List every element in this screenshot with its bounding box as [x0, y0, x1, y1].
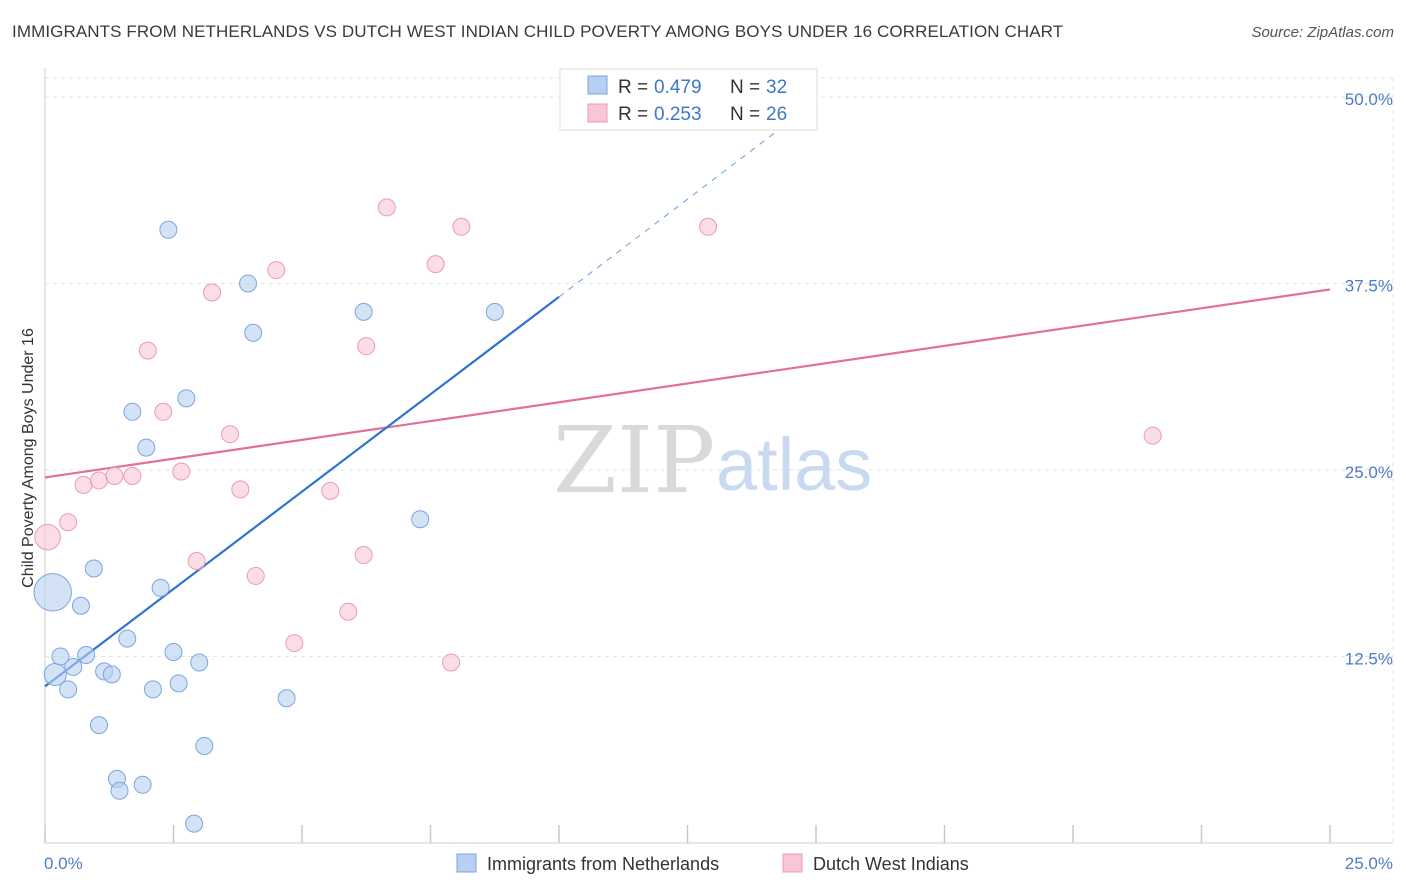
point-immigrants-from-netherlands: [159, 220, 178, 239]
point-dutch-west-indians: [452, 217, 471, 236]
point-dutch-west-indians: [34, 523, 61, 551]
point-immigrants-from-netherlands: [137, 438, 156, 457]
point-immigrants-from-netherlands: [77, 646, 96, 665]
point-immigrants-from-netherlands: [185, 814, 204, 833]
point-immigrants-from-netherlands: [485, 302, 504, 321]
point-dutch-west-indians: [357, 337, 376, 356]
point-immigrants-from-netherlands: [59, 680, 78, 699]
legend: R = 0.479 N = 32 R = 0.253 N = 26: [559, 68, 818, 131]
chart-title: IMMIGRANTS FROM NETHERLANDS VS DUTCH WES…: [12, 22, 1064, 41]
legend-n-value-blue: 32: [766, 77, 787, 98]
point-dutch-west-indians: [231, 480, 250, 499]
legend-swatch-blue: [587, 75, 608, 95]
point-dutch-west-indians: [426, 255, 445, 274]
point-dutch-west-indians: [246, 566, 265, 585]
point-dutch-west-indians: [354, 546, 373, 565]
legend-r-value-blue: 0.479: [654, 77, 702, 98]
point-dutch-west-indians: [74, 475, 93, 494]
bottom-legend-label-blue: Immigrants from Netherlands: [487, 854, 719, 874]
point-immigrants-from-netherlands: [133, 775, 152, 794]
point-immigrants-from-netherlands: [239, 274, 258, 293]
point-dutch-west-indians: [187, 552, 206, 571]
point-immigrants-from-netherlands: [277, 689, 296, 708]
point-immigrants-from-netherlands: [244, 323, 263, 342]
point-dutch-west-indians: [221, 425, 240, 444]
source-label: Source: ZipAtlas.com: [1251, 24, 1394, 41]
point-dutch-west-indians: [699, 217, 718, 236]
point-dutch-west-indians: [154, 402, 173, 421]
point-immigrants-from-netherlands: [354, 302, 373, 321]
bottom-legend-label-pink: Dutch West Indians: [813, 854, 969, 874]
axes: [44, 68, 1393, 844]
legend-r-value-pink: 0.253: [654, 104, 702, 125]
x-tick-label-min: 0.0%: [44, 854, 83, 873]
point-immigrants-from-netherlands: [123, 402, 142, 421]
point-immigrants-from-netherlands: [169, 674, 188, 693]
point-dutch-west-indians: [339, 602, 358, 621]
point-immigrants-from-netherlands: [151, 578, 170, 597]
point-immigrants-from-netherlands: [164, 643, 183, 662]
point-dutch-west-indians: [203, 283, 222, 302]
point-immigrants-from-netherlands: [411, 510, 430, 529]
point-dutch-west-indians: [1143, 426, 1162, 445]
watermark-atlas: atlas: [716, 423, 872, 506]
point-immigrants-from-netherlands: [84, 559, 103, 578]
point-immigrants-from-netherlands: [71, 596, 90, 615]
y-tick-label: 12.5%: [1345, 650, 1393, 669]
legend-n-value-pink: 26: [766, 104, 787, 125]
legend-r-label-pink: R =: [618, 104, 648, 125]
point-dutch-west-indians: [89, 471, 108, 490]
point-immigrants-from-netherlands: [89, 716, 108, 735]
y-tick-label: 25.0%: [1345, 463, 1393, 482]
point-immigrants-from-netherlands: [102, 665, 121, 684]
x-tick-label-max: 25.0%: [1345, 854, 1393, 873]
y-tick-labels: 12.5% 25.0% 37.5% 50.0%: [1345, 90, 1393, 669]
point-immigrants-from-netherlands: [190, 653, 209, 672]
watermark: ZIP atlas: [553, 407, 872, 514]
y-tick-label: 37.5%: [1345, 277, 1393, 296]
trend-line-immigrants-from-netherlands: [44, 296, 560, 688]
trend-lines: [44, 100, 1331, 688]
bottom-legend: Immigrants from Netherlands Dutch West I…: [456, 853, 969, 874]
point-dutch-west-indians: [321, 481, 340, 500]
point-dutch-west-indians: [267, 261, 286, 280]
point-immigrants-from-netherlands: [110, 781, 129, 800]
point-dutch-west-indians: [172, 462, 191, 481]
point-dutch-west-indians: [285, 634, 304, 653]
point-dutch-west-indians: [442, 653, 461, 672]
series-dutch-west-indians: [34, 198, 1162, 672]
trend-line-extension-immigrants-from-netherlands: [558, 100, 817, 298]
trend-line-dutch-west-indians: [44, 288, 1331, 479]
bottom-legend-swatch-blue: [456, 853, 477, 873]
point-dutch-west-indians: [123, 466, 142, 485]
watermark-zip: ZIP: [553, 407, 715, 514]
legend-r-label-blue: R =: [618, 77, 648, 98]
point-immigrants-from-netherlands: [177, 389, 196, 408]
point-immigrants-from-netherlands: [64, 657, 83, 676]
legend-n-label-pink: N =: [730, 104, 760, 125]
legend-swatch-pink: [587, 103, 608, 123]
y-axis-label: Child Poverty Among Boys Under 16: [20, 328, 37, 588]
point-immigrants-from-netherlands: [33, 573, 72, 612]
point-immigrants-from-netherlands: [118, 629, 137, 648]
point-dutch-west-indians: [59, 513, 78, 532]
point-immigrants-from-netherlands: [195, 737, 214, 756]
point-dutch-west-indians: [105, 466, 124, 485]
point-immigrants-from-netherlands: [143, 680, 162, 699]
point-dutch-west-indians: [377, 198, 396, 217]
bottom-legend-swatch-pink: [782, 853, 803, 873]
point-dutch-west-indians: [138, 341, 157, 360]
legend-n-label-blue: N =: [730, 77, 760, 98]
point-immigrants-from-netherlands: [51, 647, 70, 666]
y-tick-label: 50.0%: [1345, 90, 1393, 109]
series-immigrants-from-netherlands: [33, 220, 504, 833]
